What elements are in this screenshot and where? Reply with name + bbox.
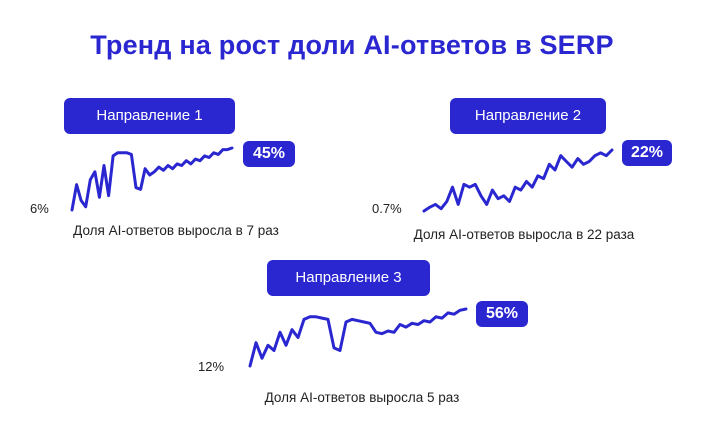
direction-1-end-value: 45% (243, 141, 295, 167)
direction-2-end-value: 22% (622, 140, 672, 166)
direction-1-start-value: 6% (30, 201, 49, 216)
direction-2-caption: Доля AI-ответов выросла в 22 раза (413, 227, 635, 242)
page-title: Тренд на рост доли AI-ответов в SERP (90, 30, 614, 60)
direction-3-end-value: 56% (476, 301, 528, 327)
direction-1-caption: Доля AI-ответов выросла в 7 раз (73, 223, 279, 238)
direction-3-start-value: 12% (198, 359, 225, 374)
direction-3-label: Направление 3 (267, 260, 430, 296)
direction-3-caption: Доля AI-ответов выросла 5 раз (264, 390, 460, 405)
direction-2-start-value: 0.7% (372, 201, 402, 216)
direction-1-label: Направление 1 (64, 98, 235, 134)
direction-2-label: Направление 2 (450, 98, 606, 134)
series-line (248, 307, 468, 368)
series-line (70, 146, 234, 212)
series-line (422, 148, 614, 213)
